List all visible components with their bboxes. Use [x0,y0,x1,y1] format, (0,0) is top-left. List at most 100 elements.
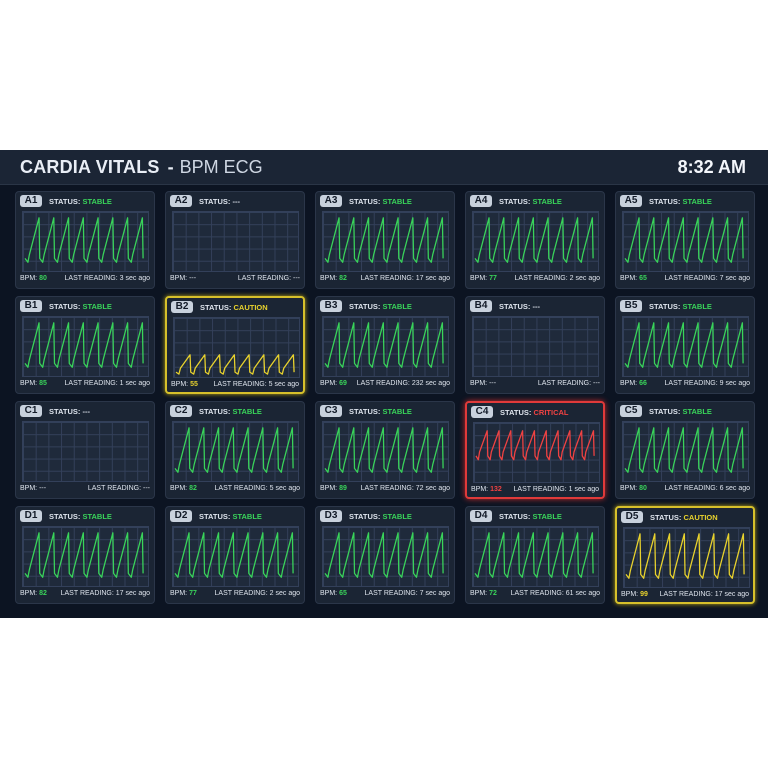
status-value: STABLE [382,512,412,521]
status-value: --- [232,197,240,206]
bpm-label: BPM: [620,380,638,387]
last-reading-label: LAST READING: [364,590,418,597]
ecg-line [624,322,744,368]
last-reading-value: 2 sec ago [269,590,300,597]
last-reading-label: LAST READING: [60,590,114,597]
monitor-tile[interactable]: A3 STATUS: STABLE BPM: 82 LAST READING: 17 … [315,191,455,289]
bpm-value: 80 [639,485,647,492]
last-reading: LAST READING: --- [538,380,600,387]
last-reading-value: 3 sec ago [119,275,150,282]
last-reading-value: --- [593,380,600,387]
bpm-value: 77 [489,275,497,282]
ecg-trace-panel [622,421,749,482]
bed-id-badge: B2 [171,301,193,313]
bpm-label: BPM: [20,380,38,387]
bpm-readout: BPM: 66 [620,380,647,387]
monitor-tile[interactable]: B5 STATUS: STABLE BPM: 66 LAST READING: 9 s… [615,296,755,394]
last-reading-label: LAST READING: [214,590,268,597]
last-reading: LAST READING: 61 sec ago [511,590,600,597]
ecg-trace-panel [22,526,149,587]
status-value: STABLE [82,197,112,206]
bpm-value: --- [39,485,47,492]
monitor-tile[interactable]: A2 STATUS: --- BPM: --- LAST READING: --- [165,191,305,289]
status-label: STATUS: [199,197,231,206]
ecg-trace-panel [472,316,599,377]
status-label: STATUS: [199,407,231,416]
status-row: STATUS: STABLE [649,302,712,311]
monitor-tile[interactable]: C1 STATUS: --- BPM: --- LAST READING: --- [15,401,155,499]
bpm-label: BPM: [171,381,189,388]
status-label: STATUS: [499,197,531,206]
bpm-readout: BPM: 65 [320,590,347,597]
monitor-tile[interactable]: D3 STATUS: STABLE BPM: 65 LAST READING: 7 s… [315,506,455,604]
status-label: STATUS: [349,197,381,206]
ecg-line [625,533,745,579]
monitor-grid: A1 STATUS: STABLE BPM: 80 LAST READING: 3 s… [15,191,755,605]
status-value: STABLE [232,512,262,521]
bpm-readout: BPM: 55 [171,381,198,388]
monitor-tile[interactable]: C4 STATUS: CRITICAL BPM: 132 LAST READING: … [465,401,605,499]
ecg-waveform [474,217,594,263]
monitor-tile[interactable]: D5 STATUS: CAUTION BPM: 99 LAST READING: 17… [615,506,755,604]
status-label: STATUS: [49,407,81,416]
last-reading: LAST READING: 17 sec ago [660,591,749,598]
last-reading-value: 17 sec ago [415,275,450,282]
bed-id-badge: A3 [320,195,342,207]
ecg-trace-panel [22,421,149,482]
bed-id-badge: A2 [170,195,192,207]
monitor-tile[interactable]: A4 STATUS: STABLE BPM: 77 LAST READING: 2 s… [465,191,605,289]
monitor-tile[interactable]: C5 STATUS: STABLE BPM: 80 LAST READING: 6 s… [615,401,755,499]
monitor-tile[interactable]: A5 STATUS: STABLE BPM: 65 LAST READING: 7 s… [615,191,755,289]
bed-id-badge: C4 [471,406,493,418]
monitor-tile[interactable]: A1 STATUS: STABLE BPM: 80 LAST READING: 3 s… [15,191,155,289]
status-row: STATUS: CAUTION [200,303,268,312]
bed-id-badge: A1 [20,195,42,207]
last-reading-label: LAST READING: [510,590,564,597]
monitor-tile[interactable]: C2 STATUS: STABLE BPM: 82 LAST READING: 5 s… [165,401,305,499]
ecg-waveform [24,532,144,578]
last-reading: LAST READING: 1 sec ago [514,486,599,493]
bpm-readout: BPM: 82 [20,590,47,597]
last-reading-label: LAST READING: [664,275,718,282]
monitor-tile[interactable]: C3 STATUS: STABLE BPM: 89 LAST READING: 72 … [315,401,455,499]
ecg-trace-panel [322,421,449,482]
monitor-tile[interactable]: D2 STATUS: STABLE BPM: 77 LAST READING: 2 s… [165,506,305,604]
status-label: STATUS: [500,408,532,417]
bpm-readout: BPM: 99 [621,591,648,598]
status-value: STABLE [532,512,562,521]
page-title: CARDIA VITALS - BPM ECG [20,157,263,178]
ecg-trace-panel [322,316,449,377]
status-row: STATUS: STABLE [499,197,562,206]
status-value: STABLE [382,197,412,206]
bpm-value: 132 [490,486,502,493]
monitor-tile[interactable]: B2 STATUS: CAUTION BPM: 55 LAST READING: 5 … [165,296,305,394]
last-reading-value: 6 sec ago [719,485,750,492]
bpm-label: BPM: [470,275,488,282]
monitor-tile[interactable]: D4 STATUS: STABLE BPM: 72 LAST READING: 61 … [465,506,605,604]
status-label: STATUS: [49,512,81,521]
last-reading-value: 5 sec ago [269,485,300,492]
bpm-readout: BPM: 65 [620,275,647,282]
bed-id-badge: D5 [621,511,643,523]
ecg-trace-panel [322,526,449,587]
status-row: STATUS: STABLE [49,302,112,311]
monitor-tile[interactable]: B1 STATUS: STABLE BPM: 85 LAST READING: 1 s… [15,296,155,394]
status-row: STATUS: --- [499,302,540,311]
monitor-tile[interactable]: B4 STATUS: --- BPM: --- LAST READING: --- [465,296,605,394]
bpm-value: --- [489,380,497,387]
last-reading-value: 2 sec ago [569,275,600,282]
bed-id-badge: B1 [20,300,42,312]
status-value: STABLE [682,302,712,311]
last-reading-value: 7 sec ago [419,590,450,597]
monitor-tile[interactable]: B3 STATUS: STABLE BPM: 69 LAST READING: 232… [315,296,455,394]
ecg-waveform [474,532,594,578]
monitor-tile[interactable]: D1 STATUS: STABLE BPM: 82 LAST READING: 17 … [15,506,155,604]
last-reading-value: 232 sec ago [411,380,450,387]
bpm-label: BPM: [621,591,639,598]
status-value: STABLE [382,407,412,416]
status-label: STATUS: [349,512,381,521]
last-reading-label: LAST READING: [64,275,118,282]
ecg-waveform [174,532,294,578]
last-reading: LAST READING: 5 sec ago [214,381,299,388]
status-row: STATUS: CRITICAL [500,408,568,417]
